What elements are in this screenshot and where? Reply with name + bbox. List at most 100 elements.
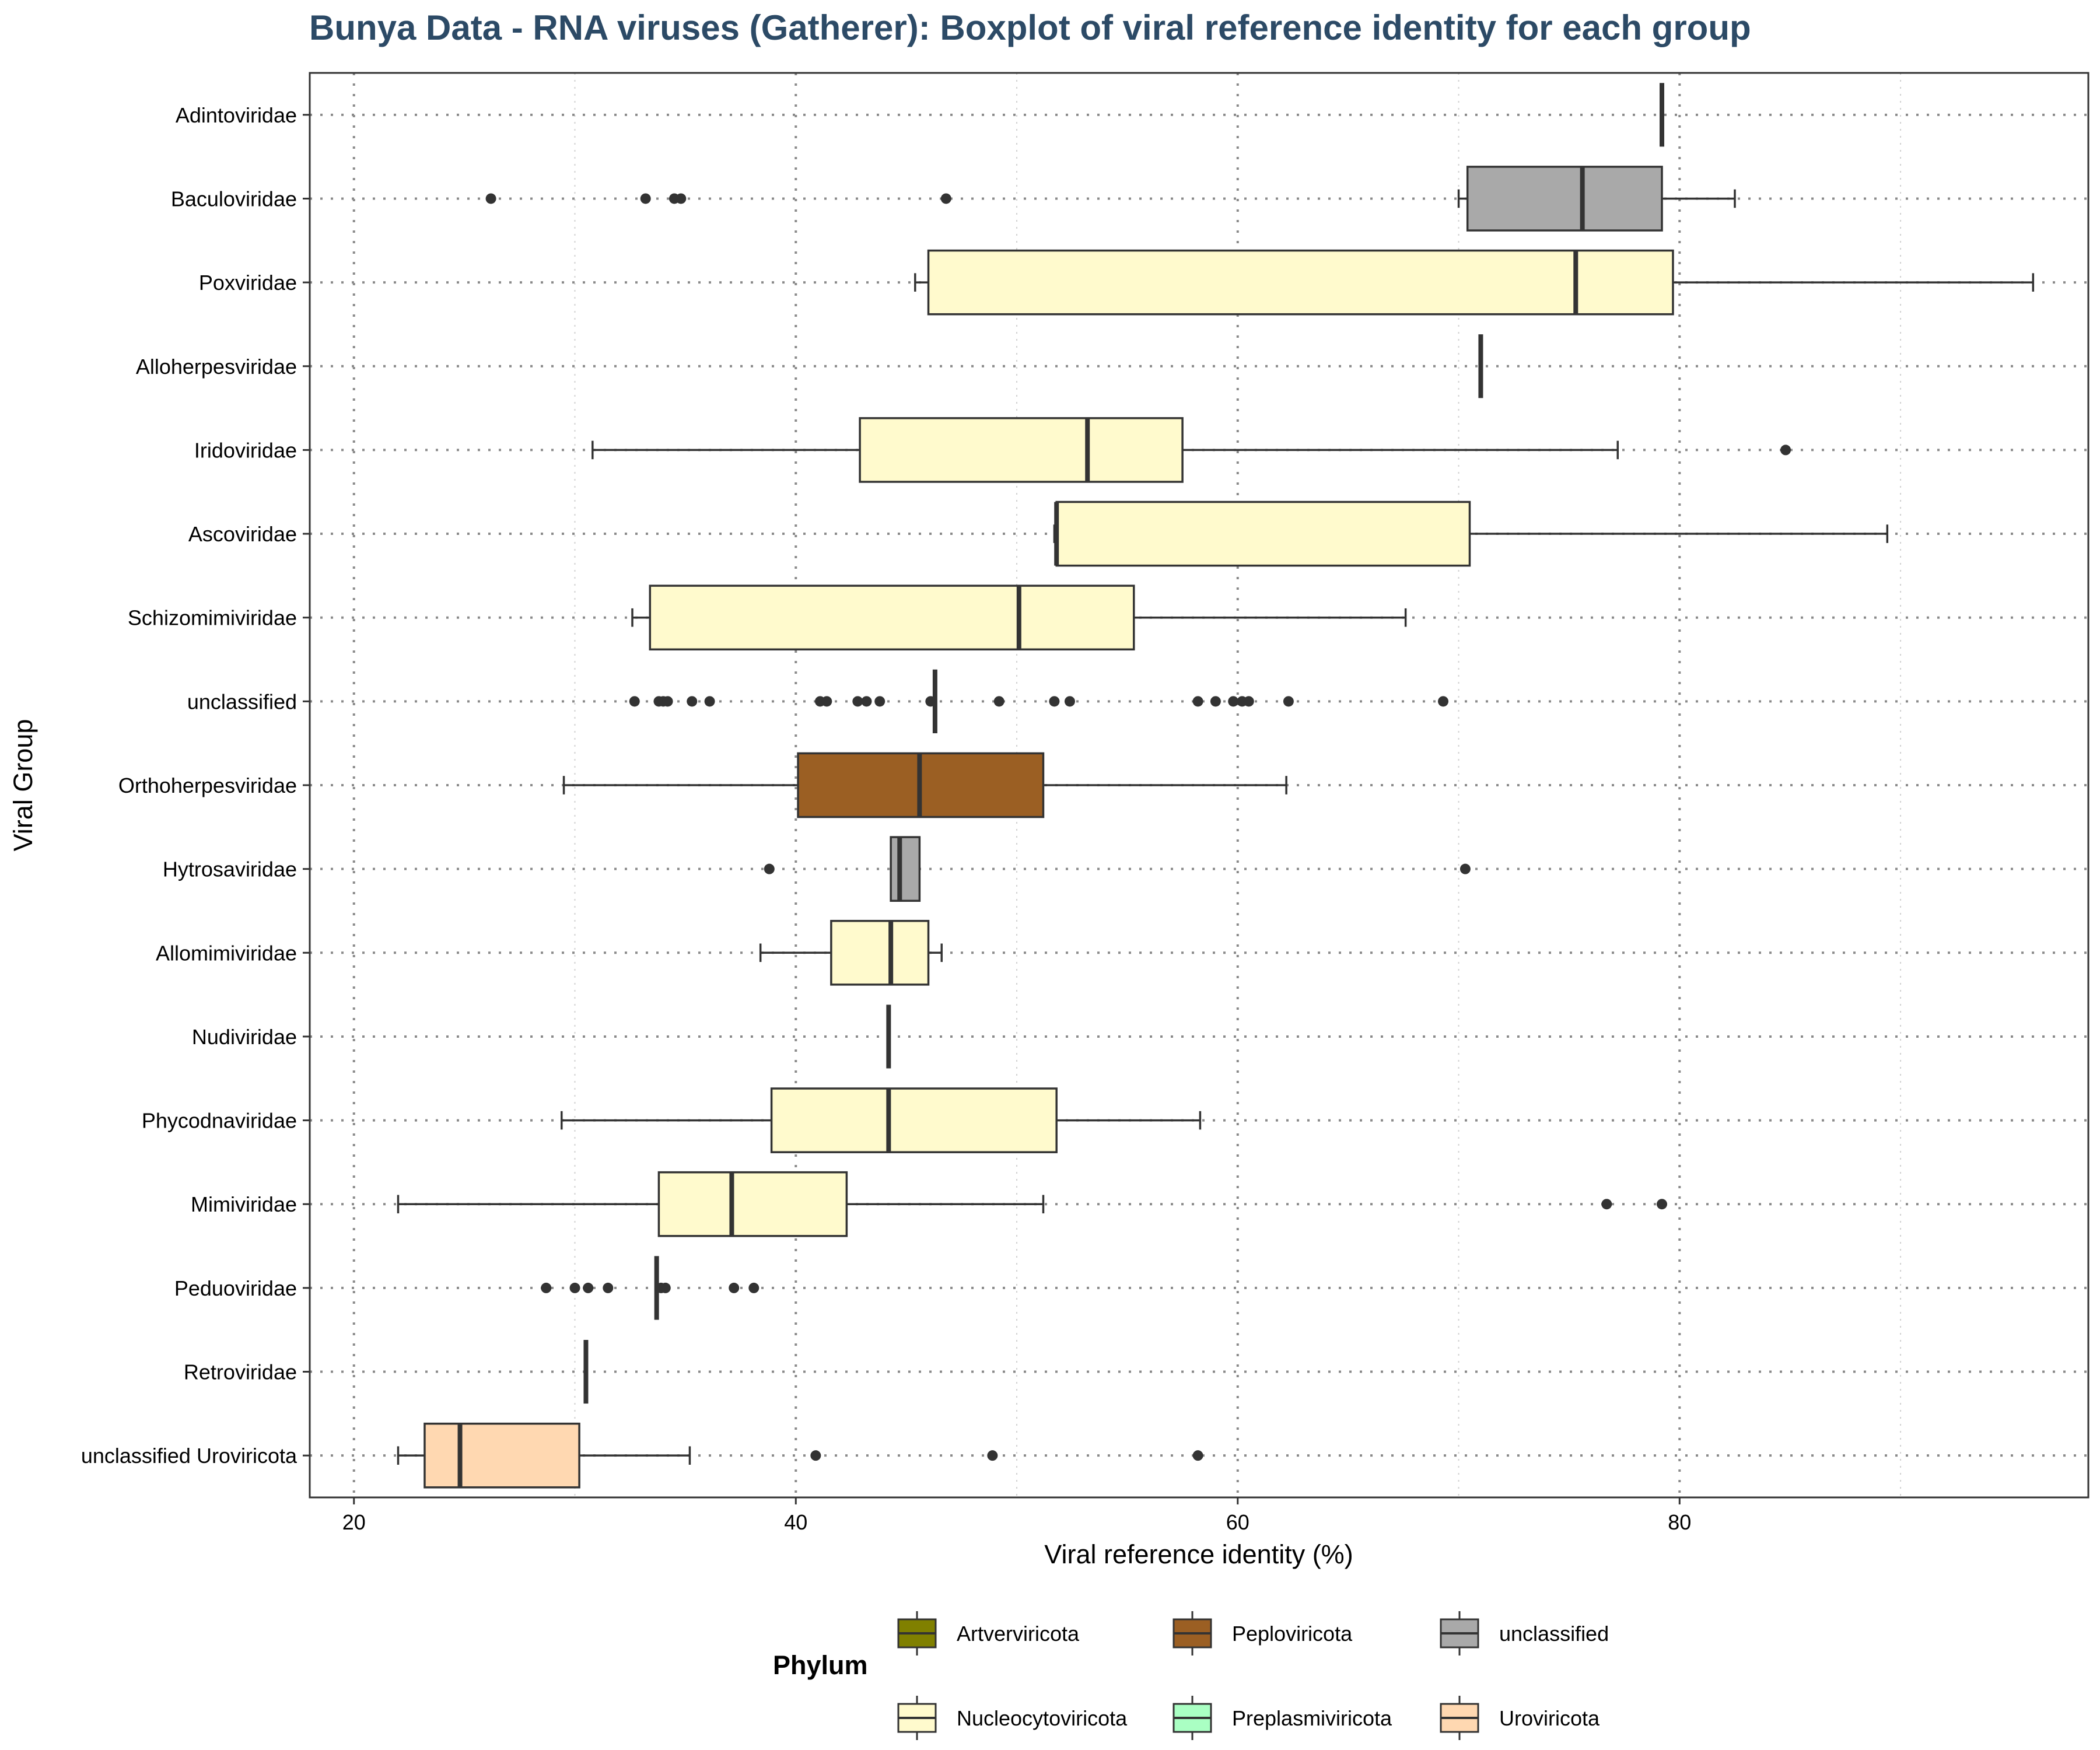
outlier-point — [660, 1282, 671, 1293]
box-iqr — [830, 919, 930, 986]
box-iridoviridae — [592, 417, 1791, 483]
outlier-point — [687, 696, 698, 707]
outlier-point — [852, 696, 863, 707]
outlier-point — [1656, 1199, 1667, 1210]
chart-title: Bunya Data - RNA viruses (Gatherer): Box… — [309, 8, 1751, 47]
outlier-point — [1601, 1199, 1612, 1210]
box-ascoviridae — [1053, 501, 1889, 567]
legend-item: Preplasmiviricota — [1172, 1696, 1392, 1740]
box-iqr — [1055, 501, 1471, 567]
outlier-point — [861, 696, 872, 707]
box-iqr — [424, 1422, 580, 1489]
y-axis-ticks: Adintoviridae Baculoviridae Poxviridae Allo… — [81, 103, 310, 1468]
legend-item: Peploviricota — [1172, 1611, 1353, 1656]
outlier-point — [1780, 444, 1791, 456]
y-tick-label: Mimiviridae — [191, 1192, 297, 1216]
box-poxviridae — [914, 249, 2035, 316]
y-tick-label: Schizomimiviridae — [128, 606, 297, 630]
legend-title: Phylum — [773, 1650, 868, 1680]
outlier-point — [1064, 696, 1075, 707]
legend: Phylum Artverviricota Peploviricota unclas… — [773, 1611, 1609, 1740]
box-unclassified-uroviricota — [397, 1422, 1203, 1489]
box-iqr — [770, 1087, 1058, 1153]
legend-item: Nucleocytoviricota — [897, 1696, 1128, 1740]
outlier-point — [987, 1450, 998, 1461]
y-tick-label: Baculoviridae — [171, 187, 297, 211]
y-axis-label: Viral Group — [8, 719, 38, 852]
box-iqr — [1466, 166, 1663, 232]
box-hytrosaviridae — [764, 836, 1471, 902]
legend-label: Artverviricota — [957, 1622, 1080, 1646]
outlier-point — [940, 193, 951, 204]
outlier-point — [1192, 696, 1203, 707]
y-tick-label: Poxviridae — [199, 271, 297, 295]
y-tick-label: Adintoviridae — [176, 103, 297, 127]
outlier-point — [874, 696, 886, 707]
outlier-point — [748, 1282, 760, 1293]
outlier-point — [993, 696, 1005, 707]
outlier-point — [640, 193, 651, 204]
outlier-point — [629, 696, 640, 707]
box-iqr — [927, 249, 1674, 316]
y-tick-label: Hytrosaviridae — [163, 858, 297, 881]
outlier-point — [729, 1282, 740, 1293]
y-tick-label: Alloherpesviridae — [136, 355, 297, 379]
outlier-point — [1243, 696, 1254, 707]
box-phycodnaviridae — [561, 1087, 1202, 1153]
outlier-point — [704, 696, 715, 707]
y-tick-label: Ascoviridae — [188, 522, 297, 546]
box-mimiviridae — [397, 1171, 1667, 1237]
box-orthoherpesviridae — [562, 752, 1287, 818]
y-tick-label: Orthoherpesviridae — [118, 774, 297, 797]
outlier-point — [925, 696, 936, 707]
legend-label: Nucleocytoviricota — [957, 1706, 1128, 1730]
legend-label: Preplasmiviricota — [1232, 1706, 1392, 1730]
box-iqr — [657, 1171, 848, 1237]
x-tick-label: 40 — [784, 1510, 807, 1534]
box-iqr — [890, 836, 921, 902]
box-baculoviridae — [485, 166, 1736, 232]
box-peduoviridae — [541, 1256, 760, 1320]
x-axis-ticks: 20 40 60 80 — [342, 1497, 1691, 1534]
outlier-point — [1460, 863, 1471, 874]
outlier-point — [485, 193, 496, 204]
y-tick-label: Peduoviridae — [174, 1276, 297, 1300]
outlier-point — [764, 863, 775, 874]
y-tick-label: Iridoviridae — [194, 438, 297, 462]
y-tick-label: Nudiviridae — [192, 1025, 297, 1049]
outlier-point — [662, 696, 673, 707]
outlier-point — [569, 1282, 580, 1293]
outlier-point — [1228, 696, 1239, 707]
outlier-point — [810, 1450, 821, 1461]
y-tick-label: Allomimiviridae — [156, 941, 297, 965]
box-unclassified — [629, 669, 1449, 733]
y-tick-label: Phycodnaviridae — [142, 1109, 297, 1133]
outlier-point — [676, 193, 687, 204]
x-axis-label: Viral reference identity (%) — [1044, 1539, 1353, 1569]
outlier-point — [1283, 696, 1294, 707]
y-tick-label: unclassified Uroviricota — [81, 1444, 298, 1468]
outlier-point — [1192, 1450, 1203, 1461]
outlier-point — [541, 1282, 552, 1293]
outlier-point — [821, 696, 832, 707]
legend-item: unclassified — [1440, 1611, 1609, 1656]
box-schizomimiviridae — [631, 584, 1407, 651]
legend-item: Artverviricota — [897, 1611, 1080, 1656]
x-tick-label: 60 — [1226, 1510, 1250, 1534]
outlier-point — [1210, 696, 1221, 707]
box-iqr — [859, 417, 1184, 483]
legend-item: Uroviricota — [1440, 1696, 1600, 1740]
outlier-point — [603, 1282, 614, 1293]
x-tick-label: 80 — [1668, 1510, 1691, 1534]
x-tick-label: 20 — [342, 1510, 366, 1534]
legend-label: Uroviricota — [1499, 1706, 1600, 1730]
outlier-point — [1049, 696, 1060, 707]
outlier-point — [583, 1282, 594, 1293]
box-allomimiviridae — [759, 919, 943, 986]
box-iqr — [649, 584, 1135, 651]
y-tick-label: unclassified — [187, 690, 297, 713]
boxes — [397, 83, 2035, 1489]
outlier-point — [1438, 696, 1449, 707]
legend-label: unclassified — [1499, 1622, 1609, 1646]
